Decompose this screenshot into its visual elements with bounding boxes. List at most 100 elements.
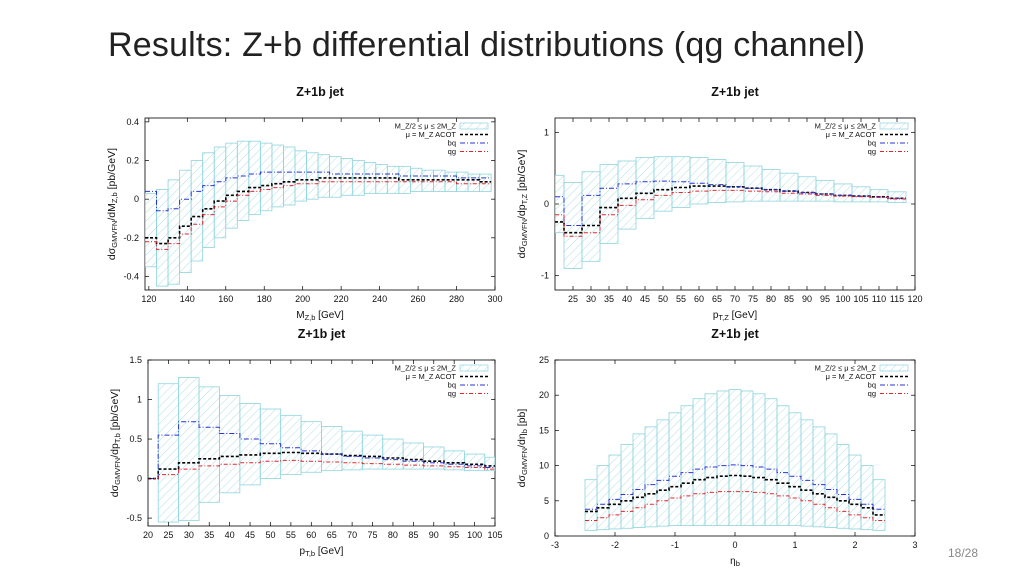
y-tick-label: 0 <box>544 199 549 209</box>
band-bin <box>815 179 835 202</box>
x-tick-label: -1 <box>671 540 679 550</box>
band-bin <box>317 154 331 198</box>
band-bin <box>848 454 862 530</box>
band-bin <box>179 169 192 274</box>
x-tick-label: 160 <box>218 294 233 304</box>
band-bin <box>608 454 622 530</box>
legend-label: μ = M_Z ACOT <box>406 130 457 139</box>
series-bq <box>148 421 495 480</box>
band-bin <box>656 419 670 527</box>
series-qg <box>145 181 492 250</box>
band-bin <box>632 433 646 528</box>
band-bin <box>668 412 682 526</box>
legend-label: qg <box>868 147 876 156</box>
band-bin <box>680 405 694 526</box>
band-bin <box>752 393 766 526</box>
band-bin <box>812 426 826 528</box>
band-bin <box>836 444 850 529</box>
x-tick-label: 90 <box>429 530 439 540</box>
x-tick-label: 20 <box>143 530 153 540</box>
x-tick-label: 105 <box>487 530 502 540</box>
band-bin <box>644 426 658 528</box>
x-tick-label: 2 <box>852 540 857 550</box>
band-bin <box>635 157 655 219</box>
y-tick-label: 25 <box>539 355 549 365</box>
band-bin <box>198 386 220 503</box>
x-tick-label: 0 <box>732 540 737 550</box>
x-tick-label: 45 <box>245 530 255 540</box>
band-bin <box>479 173 492 192</box>
x-tick-label: 35 <box>604 294 614 304</box>
legend-swatch-band <box>459 122 489 130</box>
series-qg <box>148 459 495 480</box>
band-bin <box>375 163 388 194</box>
chart-eta-b: Z+1b jet -3 -2 -1 0 1 2 3 0 5 10 15 20 25 ηb dσGMVFN/dη… <box>515 327 935 570</box>
band-bin <box>788 412 802 526</box>
x-tick-label: 300 <box>487 294 502 304</box>
band-bin <box>386 165 400 194</box>
x-tick-label: 55 <box>676 294 686 304</box>
band-bin <box>596 465 610 531</box>
y-tick-label: -0.4 <box>123 271 139 281</box>
y-axis-label: dσGMVFN/dpT,b [pb/GeV] <box>109 389 122 497</box>
band-bin <box>433 169 446 192</box>
band-bin <box>239 403 261 486</box>
legend-label: bq <box>448 139 456 148</box>
x-tick-label: 85 <box>408 530 418 540</box>
series-bq <box>555 180 906 226</box>
series-bq <box>145 171 492 212</box>
x-axis-label: MZ,b [GeV] <box>296 310 344 322</box>
x-tick-label: 105 <box>853 294 868 304</box>
series-qg <box>555 189 906 237</box>
legend-label: M_Z/2 ≤ μ ≤ 2M_Z <box>395 122 457 131</box>
band-bin <box>800 419 814 527</box>
band-bin <box>300 421 322 473</box>
band-bin <box>467 173 481 192</box>
legend-label: M_Z/2 ≤ μ ≤ 2M_Z <box>815 122 877 131</box>
chart-title: Z+1b jet <box>298 327 346 341</box>
band-bin <box>692 398 706 526</box>
x-tick-label: -2 <box>611 540 619 550</box>
band-bin <box>653 156 673 212</box>
x-tick-label: 200 <box>295 294 310 304</box>
x-tick-label: 40 <box>622 294 632 304</box>
band-bin <box>202 152 215 248</box>
band-bin <box>213 146 227 239</box>
legend-label: bq <box>448 381 456 390</box>
band-bin <box>872 479 886 531</box>
series-acot <box>145 177 492 245</box>
band-bin <box>869 189 889 203</box>
y-tick-label: 10 <box>539 461 549 471</box>
y-tick-label: -0.2 <box>123 233 139 243</box>
band-bin <box>833 183 853 203</box>
x-tick-label: 45 <box>640 294 650 304</box>
page-number: 18/28 <box>947 546 978 560</box>
band-bin <box>321 426 343 472</box>
band-bin <box>764 398 778 526</box>
x-tick-label: 85 <box>784 294 794 304</box>
band-bin <box>145 192 157 268</box>
band-bin <box>824 433 838 528</box>
y-tick-label: 0 <box>544 531 549 541</box>
x-tick-label: 1 <box>792 540 797 550</box>
band-bin <box>329 156 342 198</box>
legend-label: bq <box>868 381 876 390</box>
legend-label: qg <box>868 389 876 398</box>
band-bin <box>716 390 730 526</box>
band-bin <box>225 142 238 229</box>
x-tick-label: 70 <box>730 294 740 304</box>
legend-swatch-band <box>879 122 909 130</box>
band-bin <box>704 393 718 526</box>
x-axis-label: ηb <box>730 556 740 568</box>
x-tick-label: 65 <box>712 294 722 304</box>
x-axis-label: pT,Z [GeV] <box>713 310 758 322</box>
x-tick-label: 95 <box>449 530 459 540</box>
legend-label: μ = M_Z ACOT <box>826 130 877 139</box>
y-tick-label: 0.5 <box>129 434 142 444</box>
series-qg <box>585 491 885 521</box>
band-bin <box>779 172 799 202</box>
y-tick-label: 5 <box>544 496 549 506</box>
